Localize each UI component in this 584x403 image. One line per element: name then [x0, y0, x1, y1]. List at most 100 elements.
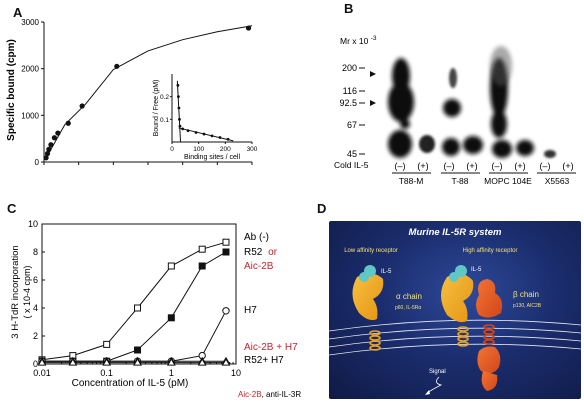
panel-c-point-open-triangle: [197, 358, 207, 366]
panel-a-chart: 0 1000 2000 3000 0.1 0.2 0 100 200 300 Binding si…: [6, 18, 258, 167]
panel-c-xtick-label: 0.1: [100, 368, 113, 378]
panel-c-ytick-label: 4: [33, 303, 38, 313]
inset-point: [177, 95, 180, 99]
panel-c-point-open-triangle: [68, 358, 78, 366]
beta-chain-sub: p130, AIC2B: [513, 303, 542, 309]
legend-aic-h7: Aic-2B + H7: [244, 342, 298, 353]
sign-4: (+): [466, 161, 477, 171]
panel-c-point-open-square: [103, 340, 111, 348]
panel-d-letter: D: [317, 201, 327, 216]
panel-b-labels: Mr x 10 -3 200 116 92.5 67 45 Cold IL-5 …: [334, 35, 576, 186]
inset-point: [176, 83, 180, 87]
blot-image: [388, 46, 556, 158]
panel-c-point-open-square: [222, 238, 230, 246]
cell-t88m: T88-M: [399, 176, 424, 186]
beta-chain: [476, 279, 503, 391]
panel-c-series-line: [41, 241, 227, 361]
panel-a-fit-curve: [44, 25, 253, 160]
panel-c-xtick-label: 0.01: [33, 368, 51, 378]
inset-xlabel: Binding sites / cell: [184, 154, 240, 161]
sign-1: (–): [395, 161, 406, 171]
inset-xtick-label: 300: [247, 146, 258, 153]
panel-c-frame: [41, 223, 237, 365]
sign-2: (+): [417, 161, 428, 171]
inset-point: [178, 117, 181, 121]
panel-a-point: [51, 135, 58, 141]
inset-point: [186, 129, 190, 133]
cell-t88: T-88: [451, 176, 468, 186]
panel-a-point: [245, 25, 252, 31]
alpha-chain-label: α chain: [396, 292, 422, 301]
inset-point: [210, 134, 214, 138]
panel-c-point-open-triangle: [102, 358, 112, 366]
alpha-chain-sub: p60, IL-5Rα: [395, 305, 421, 311]
marker-67: 67: [347, 120, 357, 130]
legend-aic2b: Aic-2B: [244, 261, 274, 272]
il5-label-low: IL-5: [381, 269, 392, 275]
svg-text:R52 or: R52 or: [244, 247, 278, 258]
panel-c-ytick-label: 8: [33, 247, 38, 257]
panel-c-point-open-triangle: [166, 358, 176, 366]
cold-il5-label: Cold IL-5: [334, 160, 369, 170]
panel-a-point: [79, 103, 85, 109]
panel-c-point-filled-square: [167, 314, 175, 322]
cell-mopc: MOPC 104E: [484, 176, 532, 186]
sign-7: (–): [540, 161, 551, 171]
receptor-diagram: Murine IL-5R system Low affinity recepto…: [329, 221, 581, 399]
panel-c-ylabel-1: 3 H-TdR incorporation: [10, 245, 21, 338]
arrowhead-marker: [370, 71, 376, 77]
receptor-diagram-svg: Murine IL-5R system Low affinity recepto…: [329, 227, 581, 395]
sign-8: (+): [562, 161, 573, 171]
panel-c-point-open-triangle: [221, 358, 231, 366]
legend-r52-h7: R52+ H7: [244, 355, 284, 366]
panel-a-point: [46, 146, 52, 152]
inset-ylabel: Bound / Free (pM): [153, 80, 160, 137]
panel-a-ytick-label: 0: [35, 158, 40, 167]
legend-r52: R52: [244, 247, 263, 258]
panel-a-letter: A: [13, 5, 23, 20]
inset-point: [181, 127, 185, 131]
inset-xtick-label: 200: [220, 146, 231, 153]
panel-c-series-line: [42, 251, 227, 362]
inset-ytick-label: 0.2: [160, 94, 169, 101]
low-affinity-alpha-chain: [352, 265, 384, 351]
panel-c-point-filled-square: [198, 262, 206, 270]
panel-c-point-open-square: [167, 262, 175, 270]
panel-a-ytick-label: 2000: [21, 65, 39, 74]
western-blot: [345, 36, 575, 206]
signal-label: Signal: [429, 369, 446, 375]
marker-116: 116: [343, 86, 357, 96]
arrowhead-marker: [370, 100, 376, 106]
svg-text:Mr x 10 -3: Mr x 10 -3: [340, 35, 377, 46]
legend-or: or: [268, 247, 278, 258]
panel-a-point: [43, 155, 49, 161]
panel-c-ytick-label: 2: [33, 331, 38, 341]
footnote-aic2b: Aic-2B: [238, 390, 262, 399]
diagram-title: Murine IL-5R system: [409, 227, 502, 238]
panel-c-ytick-label: 0: [33, 359, 38, 369]
panel-c-point-filled-square: [222, 248, 230, 256]
high-affinity-alpha-chain: [441, 265, 474, 347]
mr-label: Mr x 10: [340, 36, 369, 46]
inset-xtick-label: 0: [170, 146, 174, 153]
legend-h7: H7: [244, 305, 257, 316]
sign-5: (–): [492, 161, 503, 171]
panel-c-xtick-label: 1: [169, 368, 174, 378]
inset-point: [178, 124, 182, 128]
inset-point: [194, 131, 198, 134]
panel-c-point-open-triangle: [133, 358, 142, 366]
marker-45: 45: [347, 149, 357, 159]
inset-point: [177, 106, 181, 110]
inset-fit-line-high: [176, 80, 182, 143]
il5-label-high: IL-5: [471, 267, 482, 273]
high-affinity-label: High affinity receptor: [463, 248, 518, 254]
inset-point: [218, 136, 222, 139]
legend-ab: Ab (-): [244, 232, 269, 243]
panel-c-ylabel-2: ( x 10-4 cpm): [22, 265, 32, 318]
sign-3: (–): [444, 161, 455, 171]
panel-a-ytick-label: 3000: [21, 18, 39, 27]
panel-c-xtick-label: 10: [231, 368, 241, 378]
panel-b-letter: B: [344, 1, 354, 16]
panel-c-point-open-square: [134, 304, 142, 312]
